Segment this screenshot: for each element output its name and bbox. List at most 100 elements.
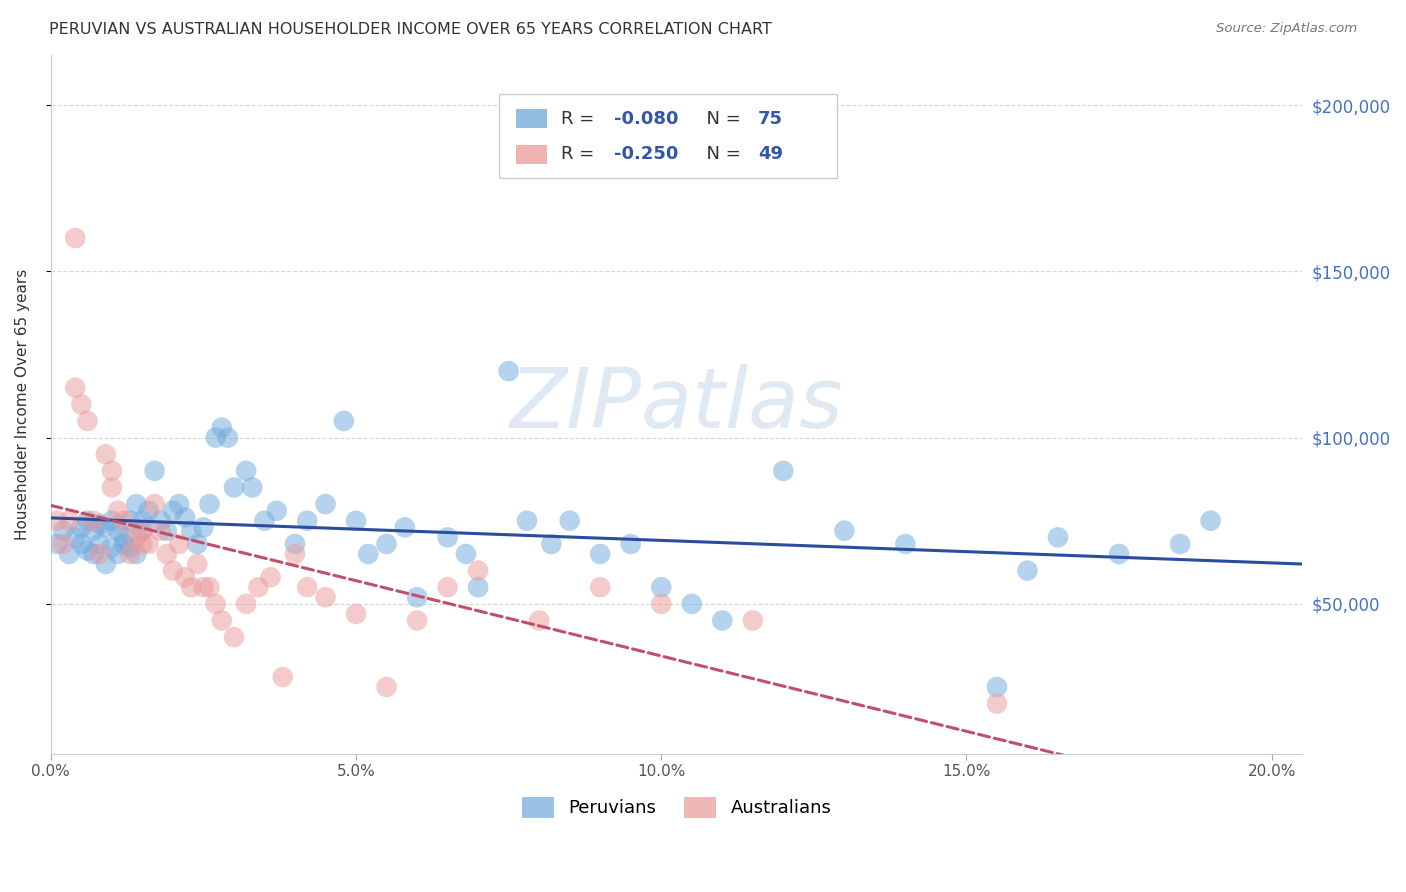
Point <box>101 480 124 494</box>
Point <box>65 530 87 544</box>
Point <box>83 524 105 538</box>
Point <box>235 464 257 478</box>
Point <box>834 524 856 538</box>
Point <box>149 524 172 538</box>
Point <box>45 537 67 551</box>
Point <box>131 514 153 528</box>
Point <box>498 364 520 378</box>
Point <box>120 541 142 555</box>
Point <box>406 614 429 628</box>
Text: N =: N = <box>695 110 747 128</box>
Point <box>76 514 98 528</box>
Point <box>315 497 337 511</box>
Text: ZIPatlas: ZIPatlas <box>510 364 844 445</box>
Point <box>112 530 135 544</box>
Point <box>94 520 117 534</box>
Point <box>741 614 763 628</box>
Point <box>101 541 124 555</box>
Point <box>284 537 307 551</box>
Point <box>58 514 80 528</box>
Point <box>107 504 129 518</box>
Point <box>1108 547 1130 561</box>
Text: PERUVIAN VS AUSTRALIAN HOUSEHOLDER INCOME OVER 65 YEARS CORRELATION CHART: PERUVIAN VS AUSTRALIAN HOUSEHOLDER INCOM… <box>49 22 772 37</box>
Point <box>271 670 294 684</box>
Point <box>45 514 67 528</box>
Point <box>986 680 1008 694</box>
Point <box>315 591 337 605</box>
Point <box>83 514 105 528</box>
Point <box>52 537 75 551</box>
Point <box>772 464 794 478</box>
Point <box>52 524 75 538</box>
Point <box>516 514 538 528</box>
Point <box>156 547 179 561</box>
Point <box>295 580 318 594</box>
Point <box>94 447 117 461</box>
Point <box>193 520 215 534</box>
Point <box>65 381 87 395</box>
Point <box>107 524 129 538</box>
Point <box>94 557 117 571</box>
Point <box>112 537 135 551</box>
Point <box>247 580 270 594</box>
Point <box>70 520 93 534</box>
Point <box>198 580 221 594</box>
Point <box>217 431 239 445</box>
Point <box>76 543 98 558</box>
Point <box>527 614 550 628</box>
Point <box>357 547 380 561</box>
Point <box>131 537 153 551</box>
Point <box>211 420 233 434</box>
Point <box>180 524 202 538</box>
Point <box>333 414 356 428</box>
Point <box>589 580 612 594</box>
Point <box>558 514 581 528</box>
Point <box>193 580 215 594</box>
Point <box>125 497 148 511</box>
Point <box>167 537 190 551</box>
Point <box>101 514 124 528</box>
Point <box>711 614 734 628</box>
Text: 49: 49 <box>758 145 783 163</box>
Point <box>204 597 226 611</box>
Legend: Peruvians, Australians: Peruvians, Australians <box>515 789 838 825</box>
Point <box>986 697 1008 711</box>
Point <box>186 537 208 551</box>
Point <box>1017 564 1039 578</box>
Point <box>681 597 703 611</box>
Point <box>107 547 129 561</box>
Point <box>138 537 160 551</box>
Text: -0.250: -0.250 <box>614 145 679 163</box>
Point <box>467 580 489 594</box>
Point <box>162 564 184 578</box>
Point <box>112 514 135 528</box>
Point <box>240 480 263 494</box>
Point <box>375 680 398 694</box>
Point <box>295 514 318 528</box>
Point <box>156 524 179 538</box>
Point <box>65 231 87 245</box>
Point <box>894 537 917 551</box>
Text: N =: N = <box>695 145 747 163</box>
Point <box>120 547 142 561</box>
Point <box>174 570 197 584</box>
Point <box>406 591 429 605</box>
Text: Source: ZipAtlas.com: Source: ZipAtlas.com <box>1216 22 1357 36</box>
Point <box>436 580 458 594</box>
Point <box>222 480 245 494</box>
Point <box>125 530 148 544</box>
Point <box>259 570 281 584</box>
Point <box>266 504 288 518</box>
Point <box>540 537 562 551</box>
Point <box>180 580 202 594</box>
Text: R =: R = <box>561 110 600 128</box>
Text: -0.080: -0.080 <box>614 110 679 128</box>
Point <box>589 547 612 561</box>
Point <box>284 547 307 561</box>
Point <box>375 537 398 551</box>
Point <box>89 537 111 551</box>
Point <box>120 514 142 528</box>
Point <box>174 510 197 524</box>
Point <box>138 504 160 518</box>
Point <box>650 597 672 611</box>
